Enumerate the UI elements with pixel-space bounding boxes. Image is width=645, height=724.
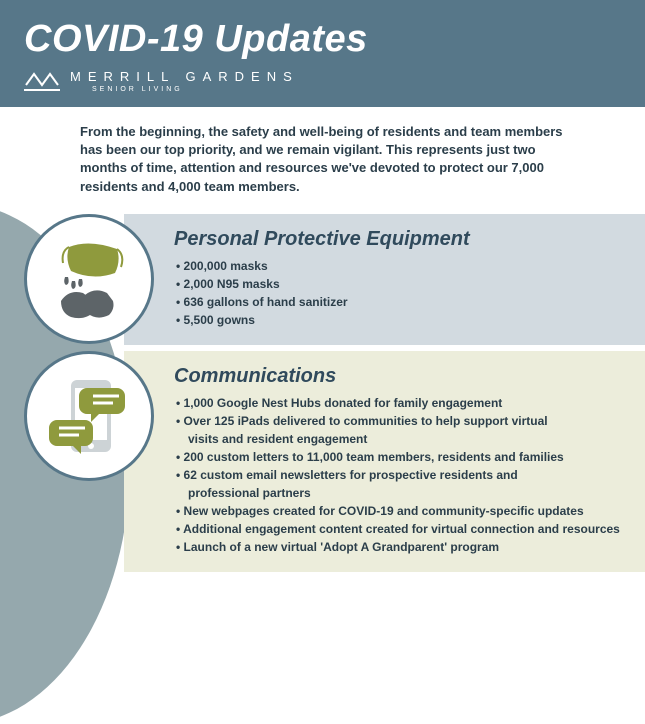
comm-bullet: 200 custom letters to 11,000 team member…: [174, 448, 621, 466]
comm-title: Communications: [174, 365, 621, 388]
comm-bullet: visits and resident engagement: [174, 430, 621, 448]
comm-bullet: 62 custom email newsletters for prospect…: [174, 466, 621, 484]
ppe-bullet: 5,500 gowns: [174, 311, 621, 329]
section-communications: Communications 1,000 Google Nest Hubs do…: [0, 351, 645, 572]
comm-body: Communications 1,000 Google Nest Hubs do…: [124, 351, 645, 572]
page-title: COVID-19 Updates: [24, 18, 621, 61]
phone-chat-icon: [39, 366, 139, 466]
comm-bullet: New webpages created for COVID-19 and co…: [174, 502, 621, 520]
ppe-bullets: 200,000 masks 2,000 N95 masks 636 gallon…: [174, 257, 621, 329]
comm-icon-circle: [24, 351, 154, 481]
brand-text: MERRILL GARDENS SENIOR LIVING: [70, 69, 299, 93]
content-area: Personal Protective Equipment 200,000 ma…: [0, 214, 645, 572]
brand-tagline: SENIOR LIVING: [92, 86, 299, 93]
brand-row: MERRILL GARDENS SENIOR LIVING: [24, 69, 621, 93]
comm-bullet: professional partners: [174, 484, 621, 502]
ppe-bullet: 200,000 masks: [174, 257, 621, 275]
comm-bullet: 1,000 Google Nest Hubs donated for famil…: [174, 394, 621, 412]
mask-hands-icon: [39, 229, 139, 329]
comm-bullets: 1,000 Google Nest Hubs donated for famil…: [174, 394, 621, 556]
brand-logo-icon: [24, 71, 60, 91]
comm-bullet: Additional engagement content created fo…: [174, 520, 621, 538]
ppe-bullet: 2,000 N95 masks: [174, 275, 621, 293]
section-ppe: Personal Protective Equipment 200,000 ma…: [0, 214, 645, 345]
ppe-body: Personal Protective Equipment 200,000 ma…: [124, 214, 645, 345]
brand-name: MERRILL GARDENS: [70, 69, 299, 84]
header: COVID-19 Updates MERRILL GARDENS SENIOR …: [0, 0, 645, 107]
intro-text: From the beginning, the safety and well-…: [0, 107, 645, 208]
ppe-icon-circle: [24, 214, 154, 344]
ppe-bullet: 636 gallons of hand sanitizer: [174, 293, 621, 311]
comm-bullet: Launch of a new virtual 'Adopt A Grandpa…: [174, 538, 621, 556]
comm-bullet: Over 125 iPads delivered to communities …: [174, 412, 621, 430]
ppe-title: Personal Protective Equipment: [174, 228, 621, 251]
